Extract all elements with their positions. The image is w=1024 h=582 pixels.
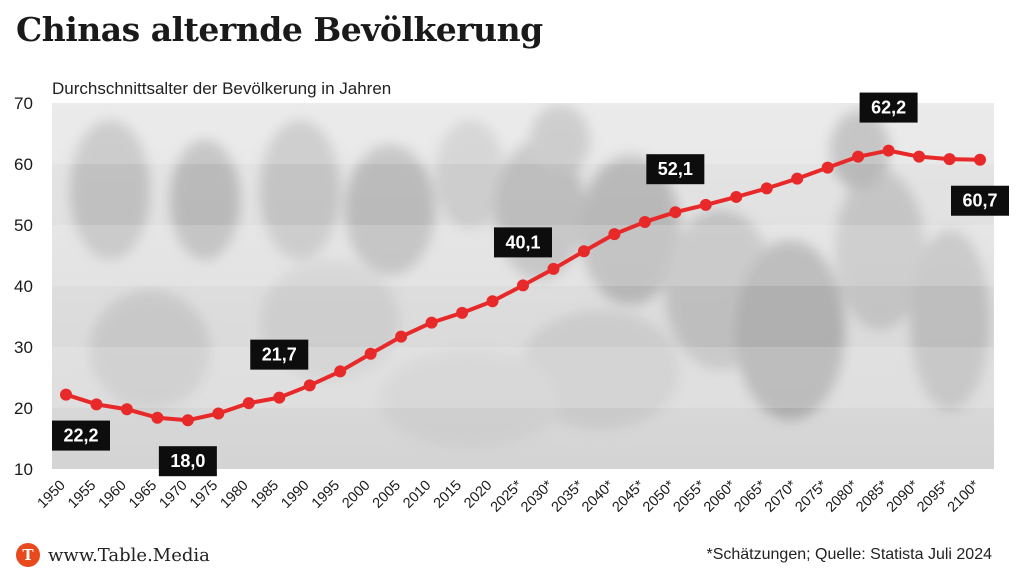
- data-point: [334, 365, 347, 378]
- x-tick-label: 2045*: [610, 477, 648, 515]
- x-tick-label: 2080*: [823, 477, 861, 515]
- x-tick-label: 2015: [431, 478, 465, 512]
- x-tick-label: 1985: [248, 478, 282, 512]
- x-tick-label: 2005: [370, 478, 404, 512]
- data-point: [913, 150, 926, 163]
- data-point: [638, 215, 651, 228]
- data-point: [303, 379, 316, 392]
- x-tick-label: 2050*: [640, 477, 678, 515]
- x-tick-label: 1975: [187, 478, 221, 512]
- x-tick-label: 1980: [217, 478, 251, 512]
- data-point: [882, 144, 895, 157]
- x-tick-label: 2095*: [914, 477, 952, 515]
- data-point: [577, 245, 590, 258]
- x-axis: 1950195519601965197019751980198519901995…: [35, 477, 983, 515]
- chart-subtitle: Durchschnittsalter der Bevölkerung in Ja…: [52, 79, 392, 98]
- data-point: [486, 295, 499, 308]
- x-tick-label: 2060*: [701, 477, 739, 515]
- data-point: [547, 262, 560, 275]
- data-point: [608, 228, 621, 241]
- x-tick-label: 2035*: [549, 477, 587, 515]
- y-tick-label: 40: [14, 277, 33, 296]
- data-point: [974, 153, 986, 166]
- data-label: 22,2: [52, 420, 110, 451]
- x-tick-label: 1990: [278, 478, 312, 512]
- data-point: [212, 407, 225, 420]
- data-point: [273, 391, 286, 404]
- chart-title: Chinas alternde Bevölkerung: [16, 10, 543, 49]
- brand-logo[interactable]: T www.Table.Media: [16, 543, 210, 567]
- data-point: [242, 397, 255, 410]
- x-tick-label: 2090*: [884, 477, 922, 515]
- data-point: [120, 403, 133, 416]
- svg-text:18,0: 18,0: [170, 451, 205, 471]
- y-tick-label: 10: [14, 460, 33, 479]
- data-point: [760, 182, 773, 195]
- x-tick-label: 2070*: [762, 477, 800, 515]
- x-tick-label: 2085*: [853, 477, 891, 515]
- brand-url[interactable]: www.Table.Media: [48, 544, 210, 566]
- x-tick-label: 1955: [65, 478, 99, 512]
- x-tick-label: 2010: [400, 478, 434, 512]
- data-point: [395, 330, 408, 343]
- data-labels: 22,2 18,0 21,7 40,1 52,1 62,2 60,7: [52, 92, 1009, 477]
- data-point: [791, 172, 804, 185]
- svg-text:21,7: 21,7: [262, 345, 297, 365]
- x-tick-label: 2065*: [731, 477, 769, 515]
- data-point: [943, 153, 956, 166]
- data-point: [151, 411, 164, 424]
- data-point: [821, 161, 834, 174]
- data-label: 52,1: [646, 154, 705, 185]
- data-label: 40,1: [494, 227, 552, 258]
- svg-text:62,2: 62,2: [871, 98, 906, 118]
- data-point: [60, 388, 72, 401]
- data-series: [60, 144, 986, 427]
- x-tick-label: 1960: [96, 478, 130, 512]
- data-point: [90, 398, 103, 411]
- svg-text:60,7: 60,7: [962, 191, 997, 211]
- data-point: [699, 198, 712, 211]
- data-label: 60,7: [951, 185, 1009, 216]
- y-tick-label: 20: [14, 399, 33, 418]
- svg-text:22,2: 22,2: [63, 426, 98, 446]
- data-point: [364, 347, 377, 360]
- data-label: 62,2: [859, 92, 918, 123]
- y-axis: 10 20 30 40 50 60 70: [14, 94, 33, 479]
- y-tick-label: 30: [14, 338, 33, 357]
- data-point: [669, 206, 682, 219]
- x-tick-label: 2000: [339, 478, 373, 512]
- data-label: 21,7: [250, 339, 309, 370]
- x-tick-label: 2100*: [945, 477, 983, 515]
- y-tick-label: 60: [14, 155, 33, 174]
- x-tick-label: 2040*: [579, 477, 617, 515]
- x-tick-label: 1970: [157, 478, 191, 512]
- x-tick-label: 2055*: [671, 477, 709, 515]
- x-tick-label: 1965: [126, 478, 160, 512]
- data-point: [730, 190, 743, 203]
- data-point: [456, 306, 469, 319]
- table-media-logo-icon: T: [16, 543, 40, 567]
- x-tick-label: 2075*: [792, 477, 830, 515]
- data-point: [517, 279, 529, 292]
- y-tick-label: 50: [14, 216, 33, 235]
- svg-text:52,1: 52,1: [658, 159, 693, 179]
- data-point: [425, 316, 438, 329]
- y-tick-label: 70: [14, 94, 33, 113]
- data-point: [852, 150, 865, 163]
- x-tick-label: 1995: [309, 478, 343, 512]
- x-tick-label: 2025*: [488, 477, 526, 515]
- source-note: *Schätzungen; Quelle: Statista Juli 2024: [706, 546, 992, 563]
- svg-text:40,1: 40,1: [505, 232, 540, 252]
- x-tick-label: 2030*: [518, 477, 556, 515]
- data-label: 18,0: [158, 446, 217, 477]
- plot-background: [52, 103, 994, 469]
- data-point: [181, 414, 194, 427]
- x-tick-label: 1950: [35, 478, 69, 512]
